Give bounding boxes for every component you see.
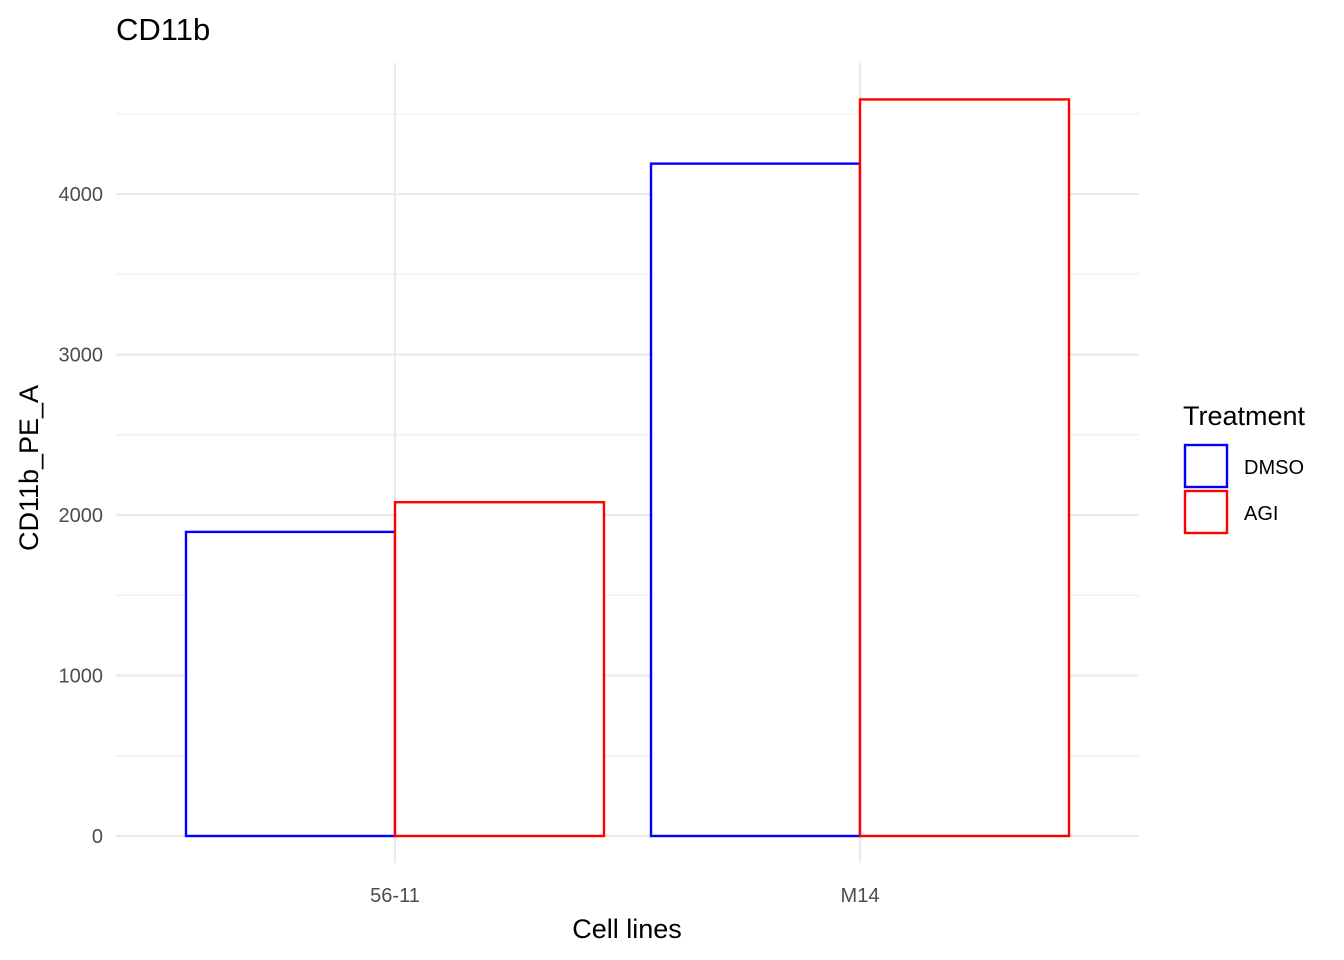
legend-key-agi xyxy=(1183,489,1229,535)
bar-dmso-56-11 xyxy=(184,530,397,838)
legend-label-dmso: DMSO xyxy=(1244,457,1304,479)
legend: Treatment DMSO AGI xyxy=(1183,401,1306,535)
legend-key-dmso xyxy=(1183,443,1229,489)
x-tick-label: 56-11 xyxy=(370,885,420,907)
chart-title: CD11b xyxy=(116,12,210,47)
bar-agi-56-11 xyxy=(393,501,606,838)
legend-label-agi: AGI xyxy=(1244,503,1278,525)
x-axis-title: Cell lines xyxy=(572,914,682,944)
y-axis-title: CD11b_PE_A xyxy=(14,385,44,551)
legend-title: Treatment xyxy=(1183,401,1306,431)
legend-items: DMSO AGI xyxy=(1183,443,1304,535)
y-tick-label: 0 xyxy=(92,826,103,848)
bars xyxy=(184,98,1071,838)
y-tick-label: 3000 xyxy=(59,345,104,367)
tick-labels: 0 1000 2000 3000 4000 56-11 M14 xyxy=(59,184,880,907)
bar-dmso-m14 xyxy=(649,162,862,838)
x-tick-label: M14 xyxy=(841,885,880,907)
y-tick-label: 2000 xyxy=(59,505,104,527)
y-tick-label: 1000 xyxy=(59,666,104,688)
y-tick-label: 4000 xyxy=(59,184,104,206)
bar-agi-m14 xyxy=(858,98,1071,838)
